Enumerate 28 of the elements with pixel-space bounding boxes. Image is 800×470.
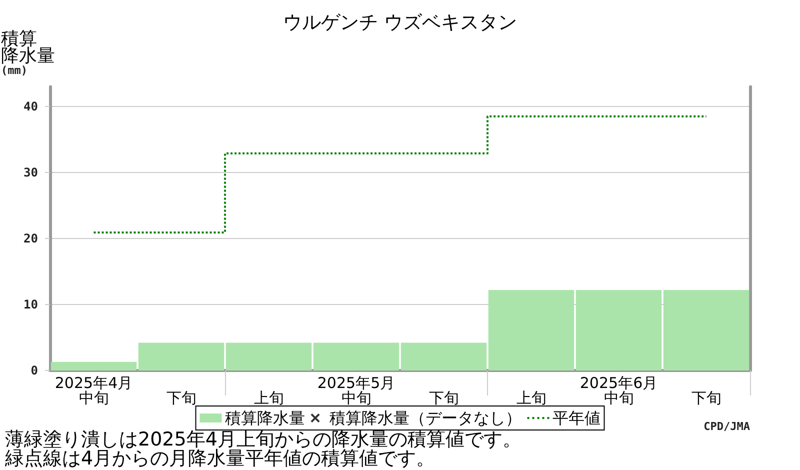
x-tick-label: 上旬	[516, 389, 546, 407]
x-tick-label: 2025年4月中旬	[54, 374, 133, 407]
y-tick-label: 0	[30, 364, 38, 378]
y-tick-label: 40	[24, 100, 38, 114]
legend-label: 平年値	[552, 408, 600, 428]
text: 緑点線は4月からの月降水量平年値の積算値です。	[4, 448, 436, 470]
x-tick-label: 下旬	[166, 389, 196, 407]
y-axis-title: 積算降水量(mm)	[1, 28, 55, 77]
x-tick-label: 下旬	[691, 389, 722, 407]
x-tick-label: 下旬	[428, 389, 459, 407]
legend-label: 積算降水量	[224, 408, 305, 428]
bar	[488, 290, 574, 370]
chart-title: ウルゲンチ ウズベキスタン	[282, 12, 518, 34]
bar	[138, 342, 224, 370]
bar	[313, 342, 400, 370]
legend-label: 積算降水量（データなし）	[329, 408, 522, 428]
bar	[663, 290, 750, 370]
y-tick-label: 20	[24, 232, 38, 246]
bar	[576, 290, 662, 370]
bar	[50, 362, 137, 370]
bar	[226, 342, 312, 370]
bar	[400, 342, 487, 370]
y-tick-label: 30	[24, 166, 38, 180]
x-tick-label: 上旬	[254, 389, 284, 407]
x-tick-label: 2025年5月中旬	[317, 374, 396, 407]
y-tick-label: 10	[24, 298, 38, 312]
x-tick-label: 2025年6月中旬	[580, 374, 658, 407]
text: CPD/JMA	[704, 420, 750, 433]
